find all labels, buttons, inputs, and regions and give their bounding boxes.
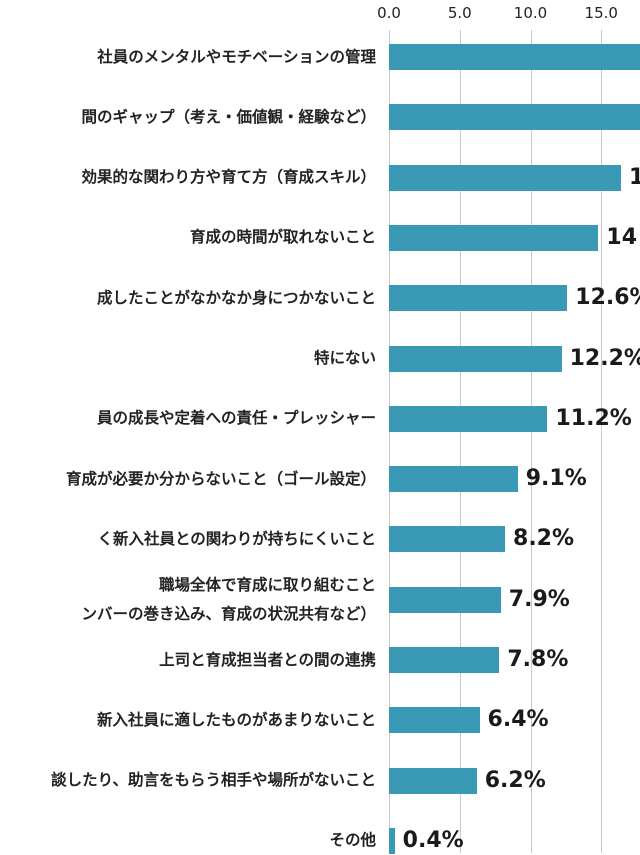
value-label: 14 [606,224,638,250]
bar [389,164,622,191]
value-label: 7.9% [508,586,570,612]
category-label-line: ンバーの巻き込み、育成の状況共有など） [81,604,376,623]
category-label: 員の成長や定着への責任・プレッシャー [96,409,376,428]
value-label: 0.4% [402,827,464,853]
gridline [601,30,603,853]
value-label: 1 [629,164,640,190]
gridline [530,30,532,853]
category-label: その他 [329,831,376,850]
value-label: 6.2% [484,767,546,793]
category-label: 社員のメンタルやモチベーションの管理 [97,47,376,66]
value-label: 7.8% [507,647,569,672]
bar [389,647,500,673]
bar [389,767,477,794]
category-label: 新入社員に適したものがあまりないこと [96,710,376,729]
bar [389,827,395,854]
category-label: 成したことがなかなか身につかないこと [96,288,376,307]
x-tick-label: 0.0 [377,4,401,22]
category-label: 間のギャップ（考え・価値観・経験など） [81,107,376,126]
category-label: 特にない [313,349,376,367]
category-label: 談したり、助言をもらう相手や場所がないこと [51,771,376,790]
value-label: 12.6% [575,285,640,311]
category-label: く新入社員との関わりが持ちにくいこと [97,529,376,548]
bar [389,707,480,734]
bar [389,466,518,493]
value-label: 11.2% [555,405,632,431]
category-label-line: 職場全体で育成に取り組むこと [158,575,376,594]
category-label: 育成が必要か分からないこと（ゴール設定） [65,469,376,488]
bar [389,345,562,372]
category-label: 効果的な関わり方や育て方（育成スキル） [81,168,376,187]
gridline [389,30,390,853]
value-label: 6.4% [487,707,549,733]
bar [389,224,599,251]
category-label: 育成の時間が取れないこと [189,228,376,247]
value-label: 8.2% [513,526,575,552]
bar [389,526,506,553]
bar [389,285,568,312]
bar [389,405,548,432]
bar [389,104,640,131]
value-label: 12.2% [569,345,640,371]
bar [389,586,501,613]
x-tick-label: 15.0 [584,4,618,22]
value-label: 9.1% [525,466,587,492]
bar [389,44,640,70]
x-tick-label: 5.0 [447,4,472,22]
category-label: 職場全体で育成に取り組むことンバーの巻き込み、育成の状況共有など） [81,571,376,629]
category-label: 上司と育成担当者との間の連携 [159,650,376,669]
gridline [459,30,461,853]
x-tick-label: 10.0 [513,4,548,22]
